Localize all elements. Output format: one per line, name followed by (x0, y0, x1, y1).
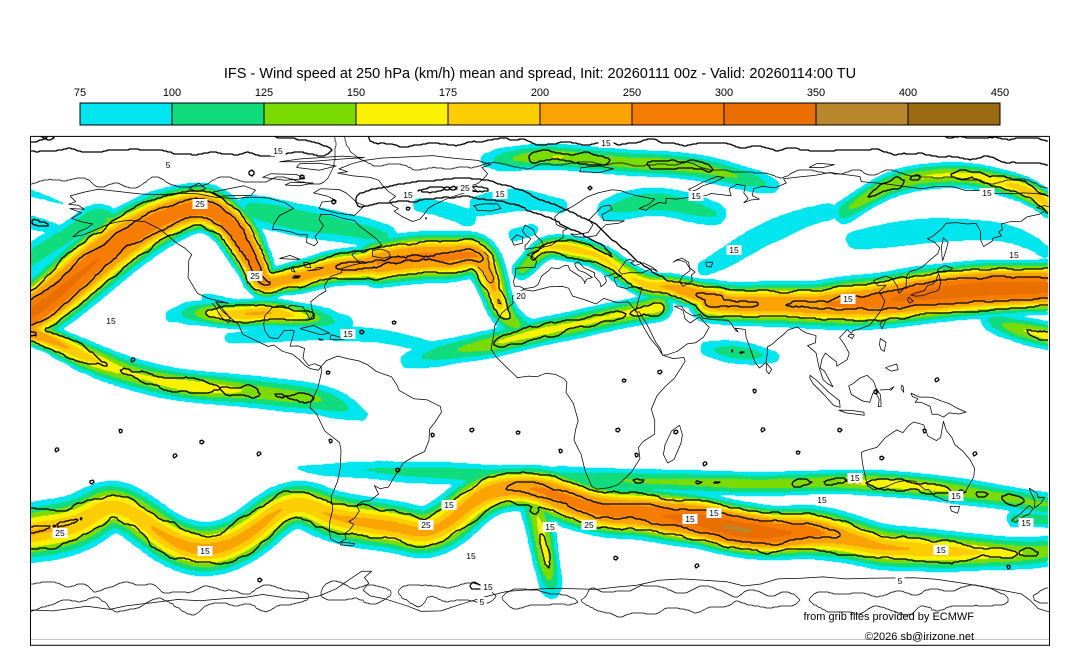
svg-text:15: 15 (709, 508, 719, 518)
svg-text:150: 150 (347, 87, 365, 99)
svg-text:15: 15 (495, 189, 505, 199)
svg-text:15: 15 (843, 294, 853, 304)
svg-text:25: 25 (55, 528, 65, 538)
svg-text:15: 15 (106, 316, 116, 326)
svg-text:20: 20 (516, 291, 526, 301)
svg-text:15: 15 (200, 546, 210, 556)
svg-text:15: 15 (273, 146, 283, 156)
svg-text:5: 5 (480, 597, 485, 607)
svg-text:15: 15 (601, 138, 611, 148)
svg-text:175: 175 (439, 87, 457, 99)
svg-text:15: 15 (817, 495, 827, 505)
svg-text:5: 5 (166, 160, 171, 170)
svg-text:350: 350 (807, 87, 825, 99)
svg-text:450: 450 (991, 87, 1009, 99)
svg-text:15: 15 (685, 514, 695, 524)
svg-text:15: 15 (466, 551, 476, 561)
svg-text:125: 125 (255, 87, 273, 99)
svg-text:25: 25 (250, 271, 260, 281)
svg-text:15: 15 (729, 245, 739, 255)
svg-text:5: 5 (898, 576, 903, 586)
svg-text:15: 15 (850, 473, 860, 483)
svg-text:25: 25 (421, 520, 431, 530)
svg-text:from grib files provided by EC: from grib files provided by ECMWF (803, 611, 974, 623)
svg-text:15: 15 (444, 500, 454, 510)
svg-text:15: 15 (1021, 518, 1031, 528)
svg-text:75: 75 (74, 87, 86, 99)
svg-text:15: 15 (951, 491, 961, 501)
svg-text:15: 15 (403, 190, 413, 200)
svg-text:15: 15 (483, 582, 493, 592)
svg-text:15: 15 (982, 188, 992, 198)
svg-text:250: 250 (623, 87, 641, 99)
svg-text:15: 15 (545, 522, 555, 532)
svg-text:100: 100 (163, 87, 181, 99)
svg-text:©2026 sb@irizone.net: ©2026 sb@irizone.net (865, 631, 974, 643)
svg-text:25: 25 (195, 199, 205, 209)
svg-text:IFS - Wind speed at 250 hPa (k: IFS - Wind speed at 250 hPa (km/h) mean … (224, 66, 856, 82)
svg-text:200: 200 (531, 87, 549, 99)
svg-text:400: 400 (899, 87, 917, 99)
svg-text:300: 300 (715, 87, 733, 99)
svg-text:15: 15 (691, 191, 701, 201)
svg-text:15: 15 (936, 545, 946, 555)
svg-text:25: 25 (460, 183, 470, 193)
svg-text:15: 15 (343, 329, 353, 339)
svg-text:15: 15 (1009, 250, 1019, 260)
svg-text:25: 25 (584, 520, 594, 530)
